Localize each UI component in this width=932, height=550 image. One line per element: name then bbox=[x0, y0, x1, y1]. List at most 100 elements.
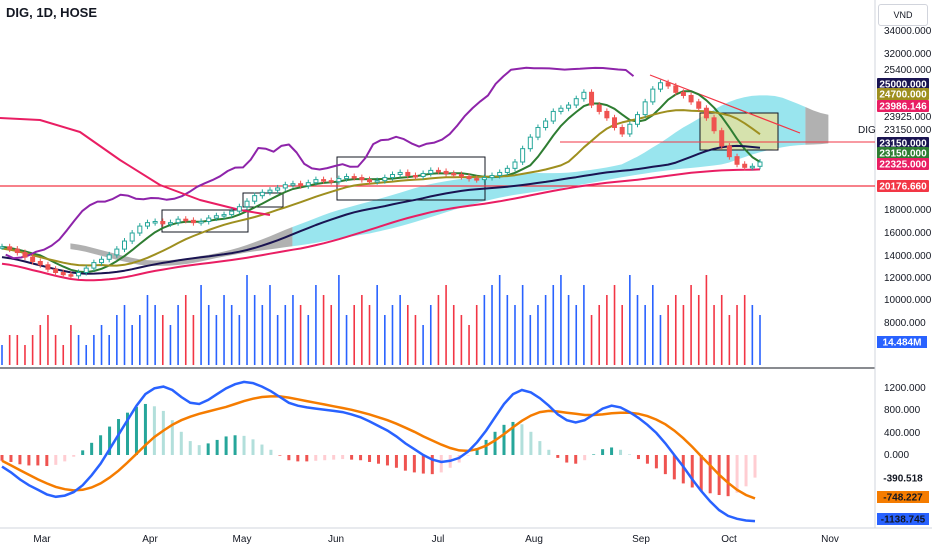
candle-body bbox=[512, 161, 518, 169]
candle-body bbox=[267, 189, 273, 193]
volume-bar bbox=[514, 305, 516, 365]
macd-tick-label: 1200.000 bbox=[884, 383, 926, 394]
histogram-bar bbox=[610, 447, 614, 455]
volume-bar bbox=[169, 325, 172, 365]
candle-body bbox=[634, 114, 640, 125]
axes: 34000.000 32000.000 25400.000 23925.000 2315… bbox=[33, 26, 931, 545]
histogram-bar bbox=[170, 420, 174, 455]
volume-bar bbox=[139, 315, 141, 365]
volume-bar bbox=[713, 305, 715, 365]
volume-bar bbox=[498, 275, 501, 365]
candle-body bbox=[527, 136, 533, 150]
candle-body bbox=[175, 218, 181, 224]
price-tags: 25000.00024700.00023986.14623150.0002315… bbox=[877, 78, 929, 526]
candle-body bbox=[757, 161, 763, 167]
time-tick-label: Aug bbox=[525, 534, 543, 545]
time-tick-label: Apr bbox=[142, 534, 158, 545]
time-tick-label: Jul bbox=[432, 534, 445, 545]
candle-body bbox=[60, 272, 66, 276]
candle-body bbox=[160, 221, 166, 225]
histogram-bar bbox=[368, 455, 372, 462]
histogram-bar bbox=[152, 406, 156, 455]
price-tick-label: 23925.000 bbox=[884, 112, 932, 123]
candle-body bbox=[412, 175, 418, 178]
price-tick-label: 18000.000 bbox=[884, 205, 932, 216]
histogram-bar bbox=[645, 455, 649, 464]
candle-body bbox=[298, 183, 304, 187]
volume-bar bbox=[177, 305, 179, 365]
candle-body bbox=[275, 187, 281, 191]
histogram-bar bbox=[529, 431, 533, 455]
candle-body bbox=[619, 126, 625, 135]
histogram-bar bbox=[556, 455, 560, 458]
candle-body bbox=[550, 110, 556, 122]
candle-body bbox=[589, 91, 595, 106]
histogram-bar bbox=[134, 406, 138, 455]
candle-body bbox=[435, 169, 441, 173]
volume-bar bbox=[284, 305, 287, 365]
histogram-bar bbox=[520, 424, 524, 455]
volume-bar bbox=[269, 285, 271, 365]
time-tick-label: Jun bbox=[328, 534, 344, 545]
histogram-bar bbox=[197, 445, 201, 455]
candle-body bbox=[359, 177, 365, 181]
volume-bar bbox=[506, 295, 509, 365]
histogram-bar bbox=[278, 455, 282, 456]
candle-body bbox=[259, 191, 265, 197]
volume-bar bbox=[613, 285, 616, 365]
volume-bar bbox=[31, 335, 34, 365]
unit-button[interactable]: VND bbox=[878, 4, 928, 26]
histogram-bar bbox=[350, 455, 354, 460]
histogram-bar bbox=[430, 455, 434, 475]
histogram-bar bbox=[287, 455, 291, 461]
volume-bar bbox=[315, 285, 317, 365]
volume-bar bbox=[445, 285, 447, 365]
histogram-bar bbox=[753, 455, 757, 478]
volume-bar bbox=[223, 295, 225, 365]
candle-body bbox=[252, 195, 258, 202]
candles bbox=[0, 79, 763, 279]
volume-bar bbox=[246, 275, 248, 365]
chart-title: DIG, 1D, HOSE bbox=[6, 5, 97, 20]
candle-body bbox=[114, 248, 120, 256]
candle-body bbox=[397, 171, 403, 175]
candle-body bbox=[37, 261, 43, 266]
histogram-bar bbox=[36, 455, 40, 466]
volume-bar bbox=[736, 305, 738, 365]
candle-body bbox=[99, 258, 105, 264]
histogram-bar bbox=[565, 455, 569, 463]
candle-body bbox=[627, 123, 633, 135]
macd-tick-label: 400.000 bbox=[884, 428, 921, 439]
histogram-bar bbox=[511, 421, 515, 455]
volume-bar bbox=[720, 295, 723, 365]
macd-tick-label: 0.000 bbox=[884, 450, 909, 461]
volume-bar bbox=[261, 305, 264, 365]
macd-tag-label: -1138.745 bbox=[881, 515, 926, 526]
candle-body bbox=[573, 98, 579, 106]
histogram-bar bbox=[54, 455, 58, 465]
volume-bar bbox=[529, 315, 532, 365]
candle-body bbox=[321, 179, 327, 182]
volume-bar bbox=[460, 315, 463, 365]
histogram-bar bbox=[708, 455, 712, 494]
candle-body bbox=[282, 184, 288, 189]
candle-body bbox=[673, 85, 679, 93]
price-tag-label: 23150.000 bbox=[879, 149, 927, 160]
histogram-bar bbox=[224, 436, 228, 455]
histogram-bar bbox=[699, 455, 703, 491]
candle-body bbox=[749, 165, 755, 169]
candle-body bbox=[742, 163, 748, 168]
candle-body bbox=[236, 206, 242, 212]
volume-bar bbox=[215, 315, 218, 365]
histogram-bar bbox=[27, 455, 31, 466]
histogram-bar bbox=[484, 439, 488, 455]
candle-body bbox=[152, 221, 158, 224]
volume-bar bbox=[399, 295, 401, 365]
volume-bar bbox=[307, 315, 310, 365]
candle-body bbox=[122, 240, 128, 250]
candle-body bbox=[0, 246, 5, 249]
volume-bar bbox=[621, 305, 623, 365]
volume-bar bbox=[583, 285, 585, 365]
volume-bar bbox=[184, 295, 187, 365]
volume-bar bbox=[606, 295, 608, 365]
